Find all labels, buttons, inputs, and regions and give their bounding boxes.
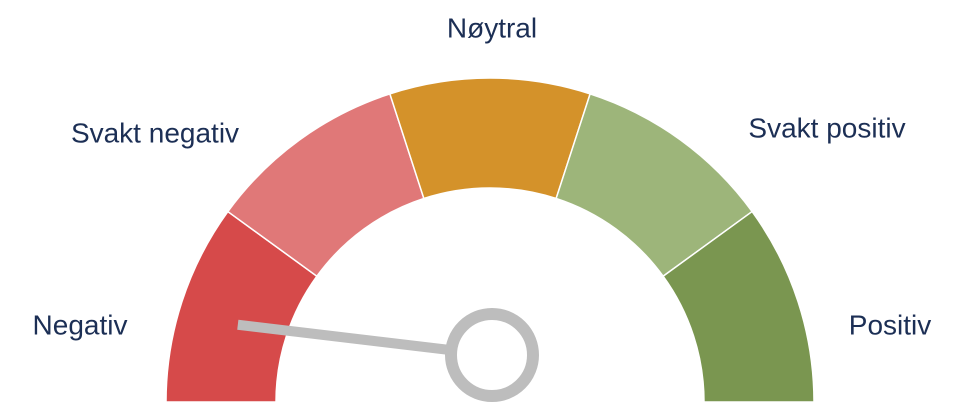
segment-label: Svakt negativ xyxy=(71,117,239,148)
segment-label: Positiv xyxy=(849,309,931,340)
gauge-segment xyxy=(388,77,592,200)
segment-label: Negativ xyxy=(33,309,128,340)
segment-label: Nøytral xyxy=(447,12,537,43)
gauge-segment xyxy=(662,210,815,403)
segment-label: Svakt positiv xyxy=(748,112,905,143)
needle-hub xyxy=(445,308,539,402)
